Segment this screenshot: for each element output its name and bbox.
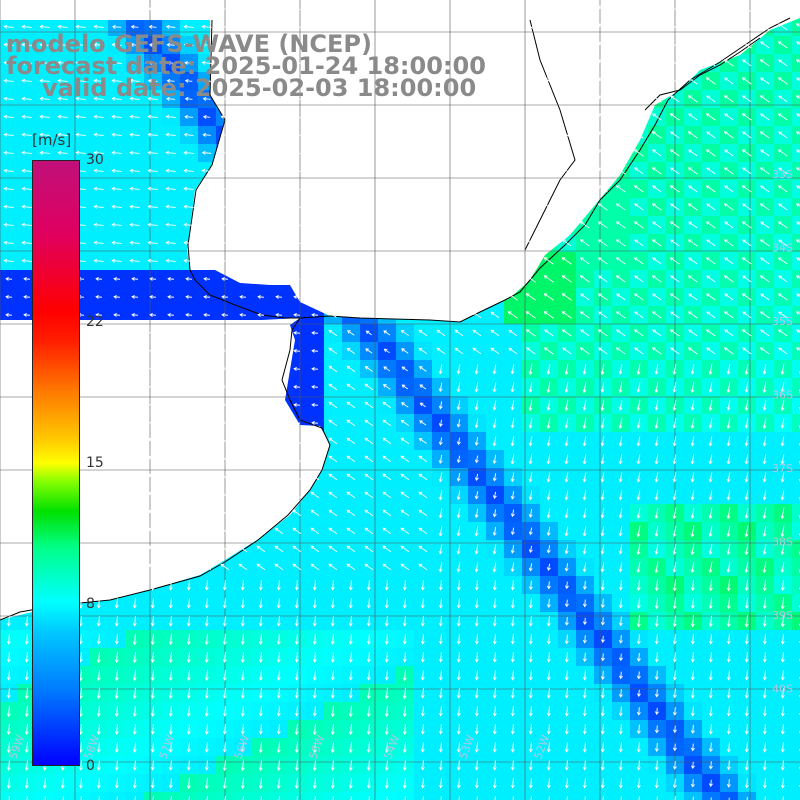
- wind-speed-cell: [792, 396, 800, 415]
- wind-speed-cell: [792, 378, 800, 397]
- wind-speed-cell: [792, 594, 800, 613]
- wind-speed-cell: [792, 792, 800, 800]
- latitude-label: 38S: [772, 536, 793, 549]
- wind-speed-cell: [792, 468, 800, 487]
- wind-speed-cell: [792, 342, 800, 361]
- colorbar: [32, 160, 80, 766]
- wind-speed-cell: [792, 702, 800, 721]
- wind-speed-cell: [792, 198, 800, 217]
- wind-speed-cell: [792, 774, 800, 793]
- wind-speed-cell: [792, 684, 800, 703]
- colorbar-unit: [m/s]: [32, 131, 72, 149]
- wind-speed-cell: [792, 756, 800, 775]
- wind-speed-cell: [792, 630, 800, 649]
- wind-speed-cell: [792, 90, 800, 109]
- colorbar-tick-label: 22: [86, 313, 104, 330]
- wind-speed-cell: [792, 648, 800, 667]
- wind-speed-cell: [792, 36, 800, 55]
- wind-speed-cell: [792, 432, 800, 451]
- wind-speed-cell: [792, 252, 800, 271]
- wind-speed-cell: [792, 450, 800, 469]
- colorbar-tick-label: 15: [86, 455, 104, 471]
- wind-speed-cell: [792, 270, 800, 289]
- latitude-label: 35S: [772, 315, 793, 328]
- wind-speed-cell: [792, 414, 800, 433]
- latitude-label: 40S: [772, 683, 793, 696]
- wind-speed-cell: [792, 126, 800, 145]
- wind-speed-cell: [792, 144, 800, 163]
- wind-speed-cell: [792, 108, 800, 127]
- wind-speed-cell: [792, 162, 800, 181]
- wind-speed-cell: [792, 18, 800, 37]
- wind-speed-cell: [792, 54, 800, 73]
- wind-speed-cell: [792, 558, 800, 577]
- colorbar-tick-label: 30: [86, 152, 104, 168]
- latitude-label: 34S: [772, 242, 793, 255]
- wind-speed-cell: [792, 522, 800, 541]
- valid-date: valid date: 2025-02-03 18:00:00: [42, 74, 477, 102]
- wind-speed-cell: [792, 234, 800, 253]
- wind-speed-cell: [792, 576, 800, 595]
- wind-speed-cell: [792, 72, 800, 91]
- wind-speed-cell: [792, 360, 800, 379]
- wind-speed-cell: [792, 666, 800, 685]
- latitude-label: 39S: [772, 609, 793, 622]
- wind-speed-cell: [792, 486, 800, 505]
- latitude-label: 37S: [772, 462, 793, 475]
- latitude-label: 36S: [772, 389, 793, 402]
- wind-speed-cell: [792, 504, 800, 523]
- wind-speed-cell: [792, 738, 800, 757]
- wind-speed-cell: [792, 288, 800, 307]
- latitude-label: 33S: [772, 168, 793, 181]
- wind-speed-cell: [792, 612, 800, 631]
- wind-speed-cell: [792, 216, 800, 235]
- wind-speed-cell: [792, 720, 800, 739]
- wind-speed-cell: [792, 324, 800, 343]
- colorbar-tick-label: 8: [86, 596, 95, 613]
- wind-speed-cell: [792, 180, 800, 199]
- wind-speed-cell: [792, 306, 800, 325]
- colorbar-tick-label: 0: [86, 758, 95, 774]
